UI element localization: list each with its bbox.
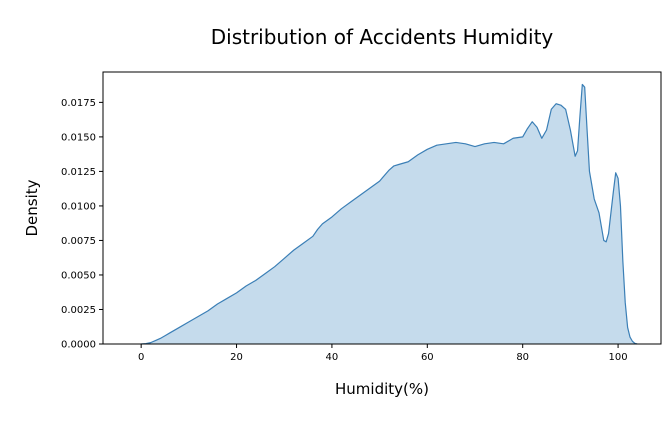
x-tick-label: 40 (326, 352, 339, 363)
y-axis: 0.0000 0.0025 0.0050 0.0075 0.0100 0.0125 0.01… (61, 98, 103, 351)
x-axis: 0 20 40 60 80 100 (138, 344, 628, 363)
y-tick-label: 0.0100 (61, 201, 96, 212)
y-tick-label: 0.0175 (61, 98, 96, 109)
x-tick-label: 0 (138, 352, 144, 363)
y-tick-label: 0.0025 (61, 305, 96, 316)
density-area (141, 84, 638, 345)
y-tick-label: 0.0050 (61, 270, 96, 281)
y-axis-label: Density (23, 179, 41, 236)
chart-title: Distribution of Accidents Humidity (211, 25, 554, 49)
y-tick-label: 0.0075 (61, 236, 96, 247)
y-tick-label: 0.0000 (61, 340, 96, 351)
x-axis-label: Humidity(%) (335, 380, 429, 398)
plot-area (141, 83, 638, 345)
x-tick-label: 20 (230, 352, 243, 363)
y-tick-label: 0.0150 (61, 132, 96, 143)
x-tick-label: 100 (609, 352, 628, 363)
x-tick-label: 60 (421, 352, 434, 363)
x-tick-label: 80 (516, 352, 529, 363)
density-line (141, 83, 638, 345)
y-tick-label: 0.0125 (61, 167, 96, 178)
plot-frame (102, 71, 662, 345)
